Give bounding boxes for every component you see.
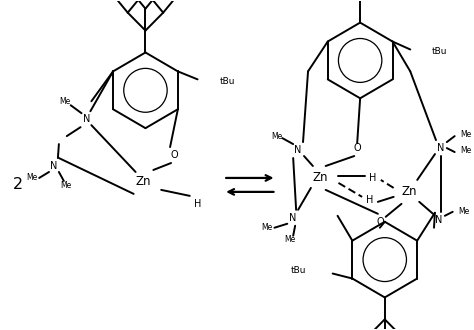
Text: H: H xyxy=(194,199,201,209)
Text: N: N xyxy=(289,213,296,223)
Text: Me: Me xyxy=(59,97,71,106)
Text: 2: 2 xyxy=(13,178,24,192)
Text: Me: Me xyxy=(461,130,472,139)
Text: Me: Me xyxy=(27,174,38,182)
Text: Zn: Zn xyxy=(136,176,151,188)
Text: Zn: Zn xyxy=(401,185,417,198)
Text: O: O xyxy=(354,143,361,153)
Text: N: N xyxy=(437,143,445,153)
Text: Me: Me xyxy=(60,182,72,190)
Text: N: N xyxy=(435,215,443,225)
Text: Me: Me xyxy=(261,223,272,232)
Text: tBu: tBu xyxy=(291,266,306,275)
Text: N: N xyxy=(83,114,90,124)
Text: N: N xyxy=(50,161,58,171)
Text: O: O xyxy=(376,217,383,227)
Text: Me: Me xyxy=(284,235,296,244)
Text: H: H xyxy=(369,173,377,183)
Text: tBu: tBu xyxy=(219,77,235,86)
Text: Zn: Zn xyxy=(313,172,328,184)
Text: Me: Me xyxy=(461,146,472,154)
Text: N: N xyxy=(294,145,302,155)
Text: H: H xyxy=(366,195,374,205)
Text: tBu: tBu xyxy=(432,47,447,56)
Text: O: O xyxy=(170,150,178,160)
Text: Me: Me xyxy=(271,132,282,141)
Text: Me: Me xyxy=(459,207,470,216)
